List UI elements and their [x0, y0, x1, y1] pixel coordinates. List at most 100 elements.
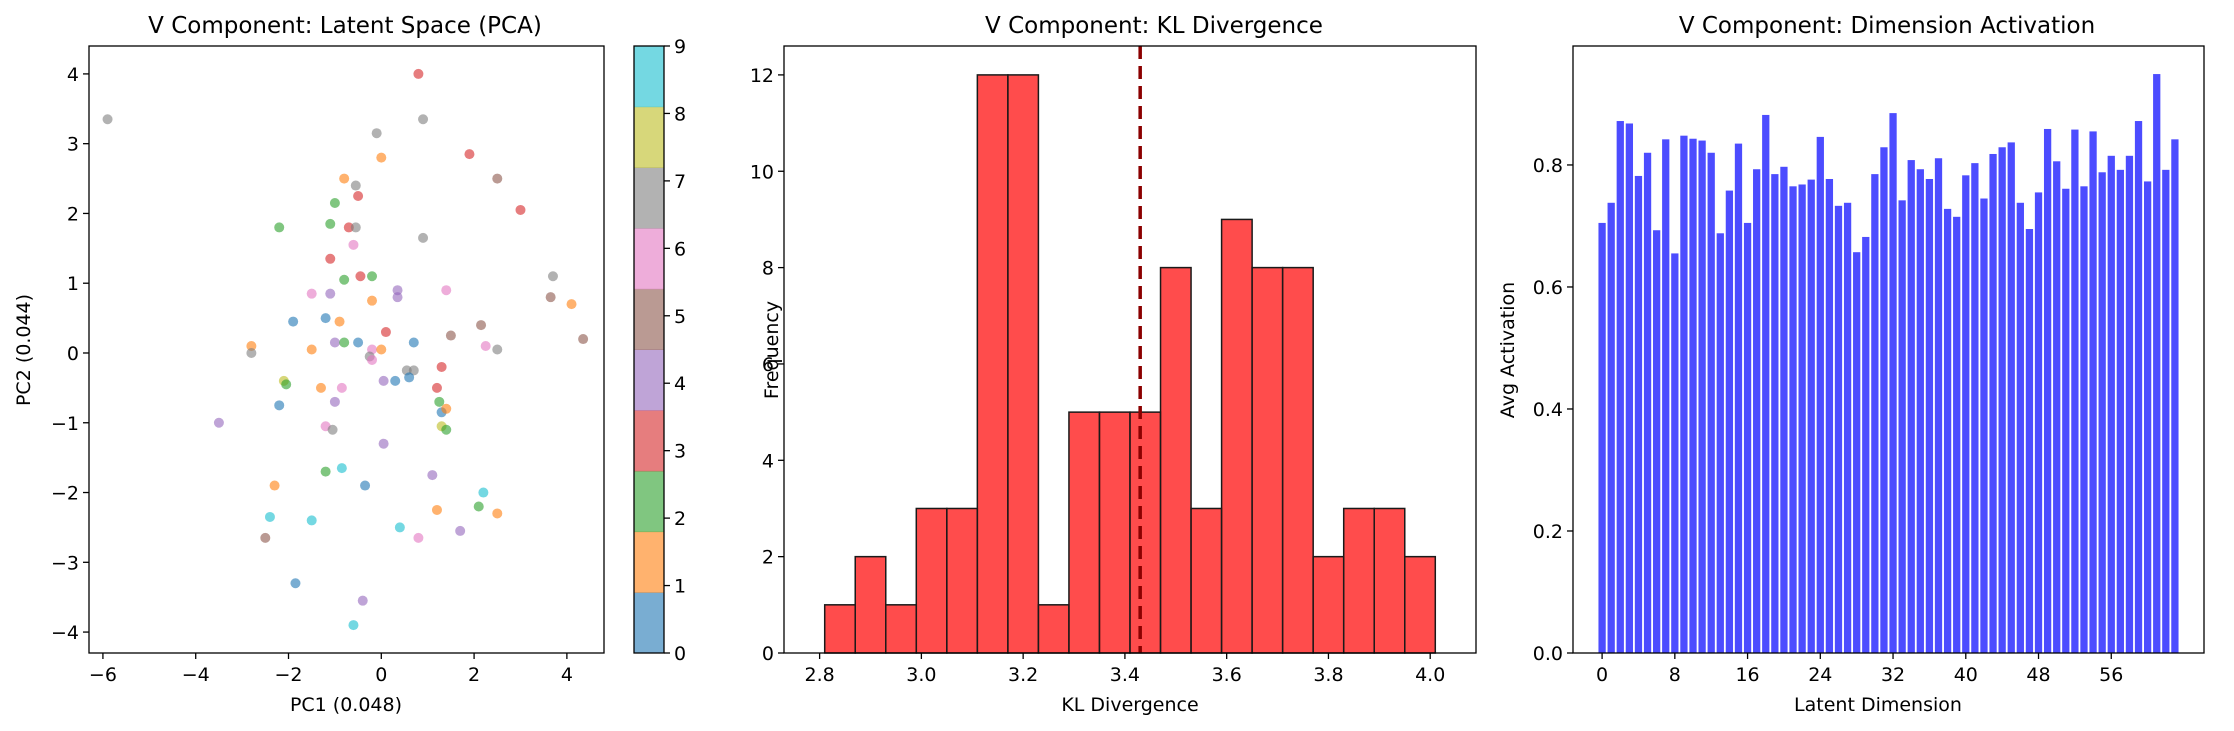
- activation-bar: [1671, 253, 1679, 653]
- activation-bar: [1771, 174, 1779, 654]
- activation-bar: [1989, 153, 1997, 654]
- histogram-bar: [1373, 507, 1406, 654]
- scatter-y-tick-label: −1: [51, 413, 79, 435]
- activation-bar: [1753, 169, 1761, 653]
- activation-bar: [2016, 202, 2024, 654]
- scatter-point: [246, 347, 257, 358]
- activation-bar: [1653, 230, 1661, 653]
- histogram-x-label: KL Divergence: [1061, 694, 1198, 716]
- activation-bar: [1980, 198, 1988, 653]
- scatter-point: [578, 334, 589, 345]
- activation-bar: [2053, 161, 2061, 653]
- scatter-points: [102, 68, 589, 631]
- activation-bar: [2153, 74, 2161, 653]
- activation-bar: [1716, 233, 1724, 653]
- histogram-bar: [823, 604, 856, 654]
- colorbar-tick-label: 0: [674, 643, 686, 665]
- activation-bar: [1780, 166, 1788, 653]
- colorbar-segment: [634, 592, 664, 654]
- histogram-bar: [1220, 218, 1253, 654]
- activation-bar: [2071, 129, 2079, 653]
- scatter-point: [492, 344, 503, 355]
- colorbar-ticks: 0 1 2 3 4 5 6 7 8 9: [664, 36, 686, 665]
- histogram-bars: [823, 74, 1437, 654]
- activation-x-ticks: 0 8 16 24 32 40 48 56: [1596, 653, 2123, 686]
- activation-bar: [1662, 139, 1670, 653]
- scatter-point: [329, 337, 340, 348]
- scatter-point: [478, 487, 489, 498]
- scatter-point: [353, 337, 364, 348]
- scatter-point: [413, 68, 424, 79]
- histogram-y-tick-label: 0: [762, 643, 774, 665]
- scatter-point: [408, 337, 419, 348]
- scatter-point: [476, 320, 487, 331]
- activation-bar: [1834, 205, 1843, 653]
- scatter-point: [367, 295, 378, 306]
- scatter-point: [473, 501, 484, 512]
- histogram-title: V Component: KL Divergence: [985, 13, 1323, 39]
- histogram-x-tick-label: 3.0: [906, 664, 936, 686]
- activation-bar: [1680, 135, 1688, 654]
- scatter-x-ticks: −6 −4 −2 0 2 4: [89, 653, 573, 686]
- activation-bar: [1798, 184, 1806, 654]
- scatter-point: [329, 396, 340, 407]
- scatter-point: [320, 313, 331, 324]
- scatter-point: [269, 480, 280, 491]
- activation-bar: [1998, 147, 2006, 653]
- colorbar-segment: [634, 470, 664, 533]
- scatter-point: [274, 222, 285, 233]
- scatter-x-tick-label: −6: [89, 664, 117, 686]
- scatter-point: [348, 239, 359, 250]
- colorbar: 0 1 2 3 4 5 6 7 8 9: [633, 36, 686, 665]
- activation-bar: [1689, 138, 1697, 653]
- scatter-point: [464, 149, 475, 160]
- activation-bar: [1853, 252, 1861, 653]
- scatter-point: [290, 578, 301, 589]
- scatter-point: [339, 173, 350, 184]
- histogram-frame: [783, 45, 1477, 654]
- activation-bars: [1598, 74, 2179, 654]
- activation-bar: [1871, 174, 1879, 654]
- scatter-y-label: PC2 (0.044): [13, 294, 35, 406]
- colorbar-segment: [634, 531, 664, 593]
- scatter-x-tick-label: 4: [561, 664, 573, 686]
- histogram-bar: [1342, 507, 1375, 654]
- histogram-x-tick-label: 3.2: [1008, 664, 1038, 686]
- scatter-y-tick-label: −2: [51, 483, 79, 505]
- scatter-point: [418, 232, 429, 243]
- scatter-point: [288, 316, 299, 327]
- histogram-bar: [1129, 411, 1162, 654]
- scatter-point: [441, 285, 452, 296]
- activation-bar: [1907, 160, 1915, 653]
- scatter-point: [441, 403, 452, 414]
- colorbar-segment: [634, 46, 664, 108]
- scatter-point: [441, 424, 452, 435]
- scatter-point: [325, 288, 336, 299]
- activation-bar: [1943, 208, 1952, 653]
- activation-frame: [1572, 45, 2205, 654]
- histogram-bar: [1159, 266, 1192, 654]
- scatter-point: [355, 271, 366, 282]
- activation-bar: [2107, 155, 2115, 653]
- activation-bar: [1862, 236, 1870, 653]
- scatter-point: [392, 285, 403, 296]
- activation-x-tick-label: 24: [1808, 664, 1832, 686]
- scatter-point: [329, 197, 340, 208]
- scatter-point: [336, 463, 347, 474]
- scatter-point: [348, 620, 359, 631]
- histogram-bar: [854, 555, 887, 654]
- scatter-title: V Component: Latent Space (PCA): [148, 13, 542, 39]
- scatter-frame: [88, 45, 605, 654]
- scatter-point: [418, 114, 429, 125]
- colorbar-tick-label: 7: [674, 171, 686, 193]
- activation-bar: [2080, 186, 2088, 653]
- histogram-y-tick-label: 6: [762, 354, 774, 376]
- histogram-bar: [946, 507, 979, 654]
- activation-bar: [1598, 222, 1606, 654]
- scatter-point: [480, 341, 491, 352]
- activation-bar: [1616, 121, 1624, 653]
- activation-x-label: Latent Dimension: [1794, 694, 1962, 716]
- activation-bar: [1789, 186, 1797, 653]
- activation-bar: [2062, 188, 2070, 653]
- scatter-point: [274, 400, 285, 411]
